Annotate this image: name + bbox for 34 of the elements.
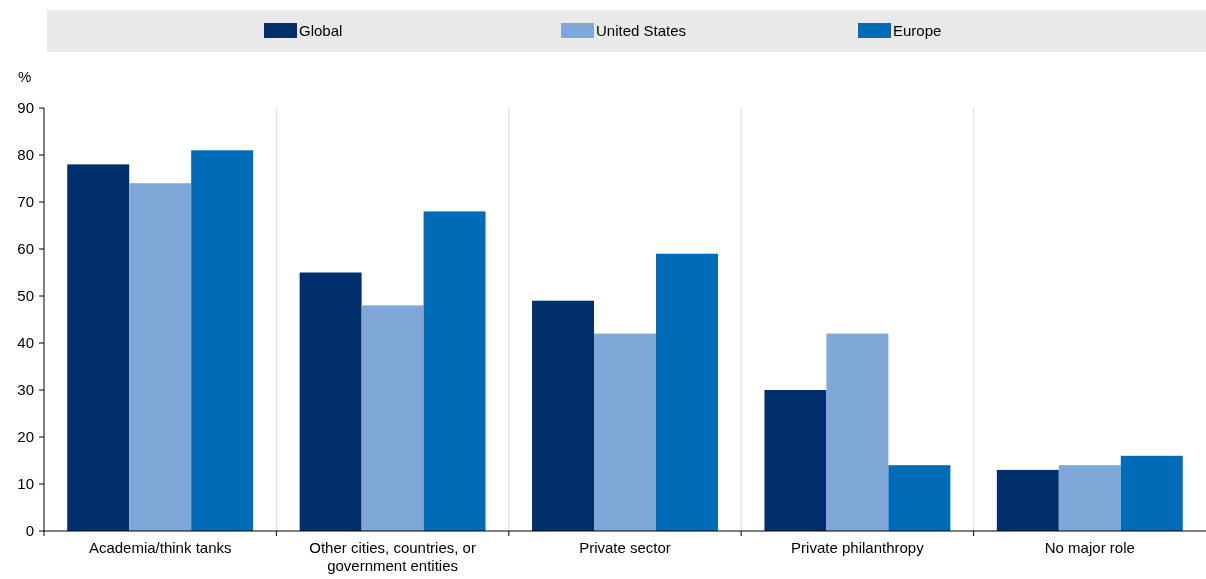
x-tick-label: Private sector <box>579 539 671 556</box>
bar <box>594 333 656 531</box>
x-tick-label: No major role <box>1044 539 1135 556</box>
bar <box>1058 465 1121 531</box>
bar <box>67 164 130 531</box>
legend-label: Europe <box>893 22 942 39</box>
x-tick-label: Academia/think tanks <box>88 539 232 556</box>
bar <box>299 272 362 531</box>
bar <box>191 150 254 531</box>
y-tick-label: 70 <box>17 193 34 211</box>
y-tick-label: 90 <box>17 99 34 117</box>
y-axis-title: % <box>18 68 32 85</box>
bar <box>996 469 1059 531</box>
bar <box>764 390 827 531</box>
legend-label: Global <box>299 22 343 39</box>
legend-label: United States <box>596 22 687 39</box>
y-tick-label: 0 <box>25 522 34 540</box>
bar <box>655 253 718 531</box>
bar <box>423 211 486 531</box>
y-tick-label: 80 <box>17 146 34 164</box>
y-tick-label: 10 <box>17 475 34 493</box>
bar <box>826 333 889 531</box>
bar <box>532 300 595 531</box>
y-tick-label: 60 <box>17 240 34 258</box>
bar <box>888 465 951 531</box>
bar <box>1120 455 1183 531</box>
x-tick-label: Other cities, countries, or government entities <box>309 539 476 574</box>
y-tick-label: 30 <box>17 381 34 399</box>
y-tick-label: 20 <box>17 428 34 446</box>
y-tick-label: 50 <box>17 287 34 305</box>
y-tick-label: 40 <box>17 334 34 352</box>
bar <box>129 183 192 531</box>
x-tick-label: Private philanthropy <box>791 539 925 556</box>
bar <box>361 305 424 531</box>
